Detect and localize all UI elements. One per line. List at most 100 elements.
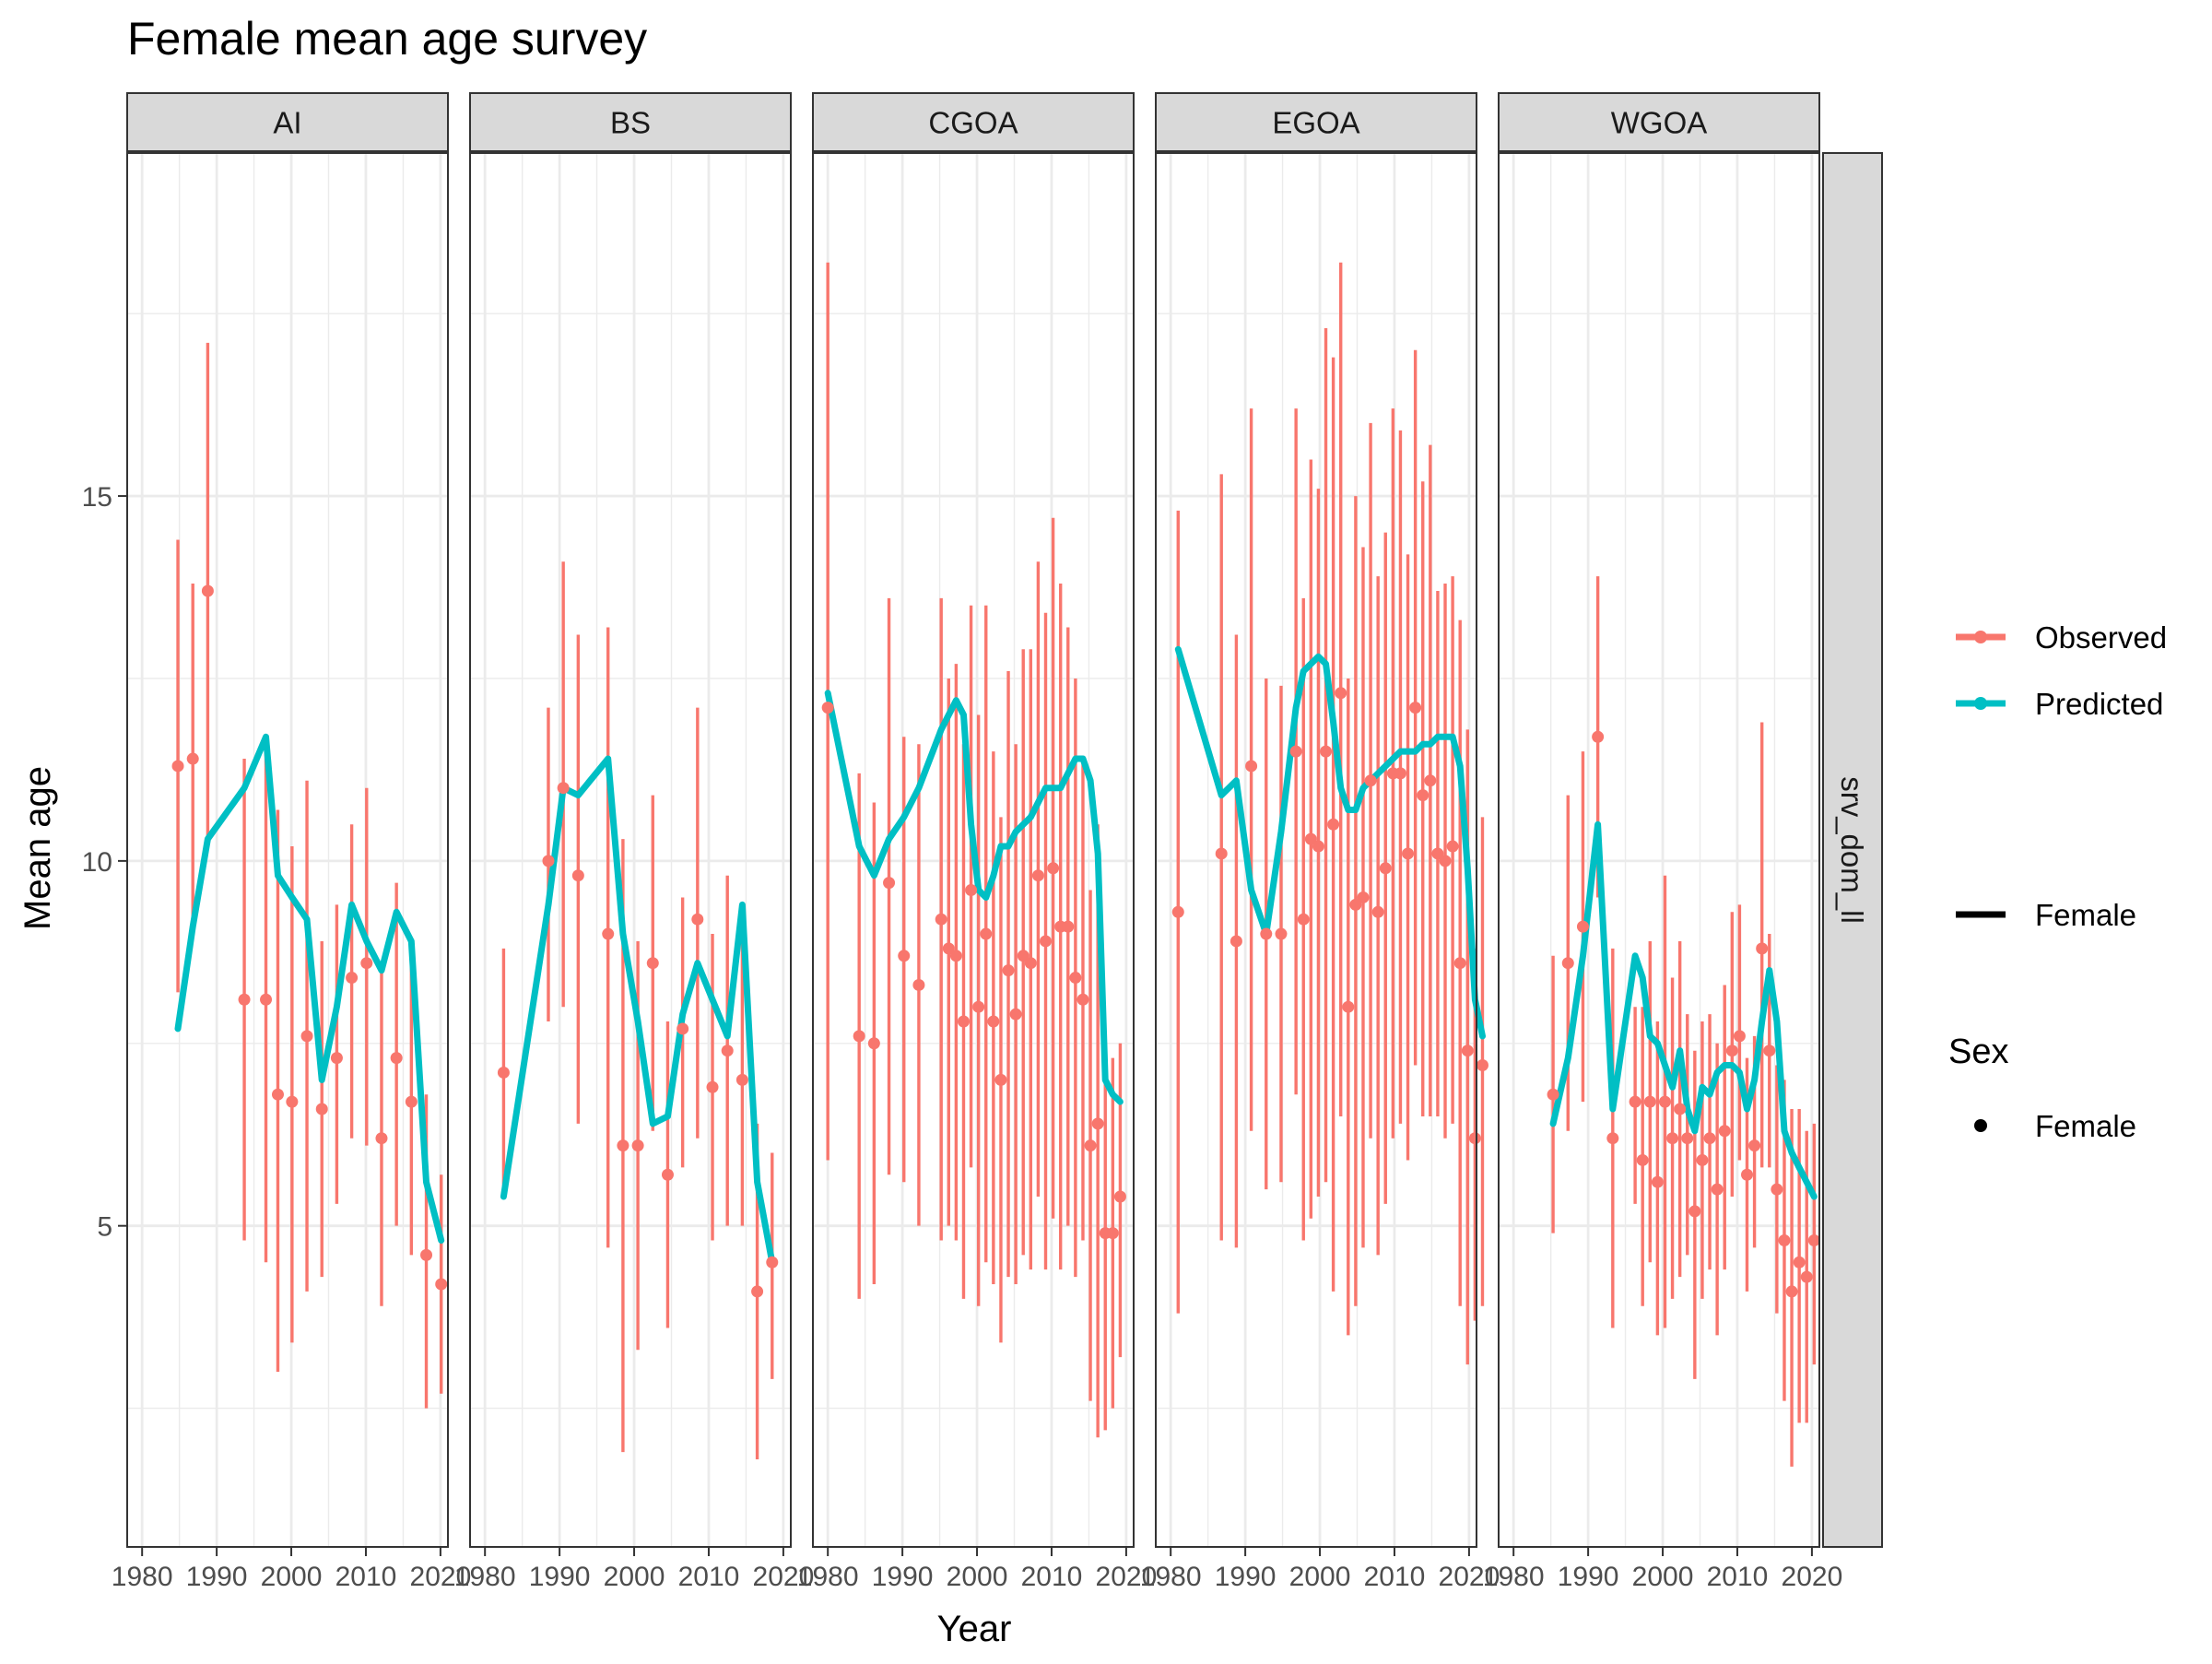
observed-point: [721, 1044, 734, 1057]
observed-point: [1606, 1132, 1619, 1145]
x-tick-label: 2010: [1364, 1562, 1426, 1592]
observed-point: [1453, 957, 1466, 970]
observed-point: [286, 1095, 299, 1108]
observed-point: [1800, 1270, 1813, 1283]
legend-shape-label: Female: [2035, 1109, 2136, 1143]
observed-point: [1017, 950, 1030, 962]
observed-point: [571, 869, 584, 882]
observed-point: [617, 1139, 629, 1152]
panel-ai: AI 1980 1990 2000 2010 2020 5 10 15: [82, 92, 471, 1592]
observed-point: [1084, 1139, 1097, 1152]
observed-point: [853, 1030, 865, 1043]
observed-point: [201, 584, 214, 597]
legend-predicted-swatch-point: [1974, 697, 1987, 710]
observed-point: [965, 884, 978, 897]
facet-strip: [469, 92, 792, 152]
observed-point: [1756, 942, 1769, 955]
observed-point: [935, 913, 947, 926]
observed-point: [346, 972, 359, 985]
right-strip-box: [1822, 152, 1883, 1548]
observed-point: [542, 855, 555, 867]
legend-shape: Sex Female: [1948, 1033, 2136, 1143]
panel-border: [1155, 152, 1477, 1548]
x-axis-label: Year: [937, 1609, 1012, 1649]
x-tick-label: 1980: [1140, 1562, 1202, 1592]
panel-background: [470, 153, 791, 1547]
panel-background: [127, 153, 448, 1547]
panel-background: [1499, 153, 1819, 1547]
observed-point: [1561, 957, 1574, 970]
legend-observed-label: Observed: [2035, 620, 2167, 655]
x-tick-label: 1980: [1483, 1562, 1545, 1592]
observed-point: [631, 1139, 644, 1152]
observed-point: [1024, 957, 1037, 970]
observed-point: [1379, 862, 1392, 875]
panel-wgoa: WGOA 1980 1990 2000 2010 2020: [1483, 92, 1842, 1592]
observed-point: [987, 1015, 1000, 1028]
observed-point: [1424, 774, 1437, 787]
observed-point: [1106, 1227, 1119, 1240]
x-tick-label: 2020: [753, 1562, 815, 1592]
observed-point: [1335, 687, 1347, 700]
x-tick-label: 2020: [1096, 1562, 1158, 1592]
x-tick-label: 2000: [1289, 1562, 1351, 1592]
panel-border: [1498, 152, 1820, 1548]
observed-point: [1394, 767, 1406, 780]
observed-point: [405, 1095, 418, 1108]
legend-predicted: Predicted: [1956, 687, 2163, 721]
x-tick-label: 2020: [1439, 1562, 1500, 1592]
observed-point: [1431, 847, 1444, 860]
observed-point: [1002, 964, 1015, 977]
observed-point: [238, 993, 251, 1006]
y-tick-label: 15: [82, 482, 112, 513]
observed-point: [435, 1278, 448, 1291]
observed-point: [1592, 730, 1605, 743]
observed-point: [1636, 1153, 1649, 1166]
x-tick-label: 1990: [872, 1562, 934, 1592]
observed-point: [315, 1103, 328, 1115]
observed-point: [1245, 760, 1258, 773]
right-strip: srv_dom_ll: [1822, 152, 1883, 1548]
panels-layer: AI 1980 1990 2000 2010 2020 5 10 15 BS 1980 1990 200…: [82, 92, 1883, 1592]
observed-point: [1047, 862, 1060, 875]
y-tick-label: 5: [97, 1212, 112, 1243]
observed-point: [1091, 1117, 1104, 1130]
observed-point: [821, 702, 834, 714]
legend-predicted-label: Predicted: [2035, 687, 2163, 721]
chart-title: Female mean age survey: [127, 13, 647, 65]
panel-border: [126, 152, 449, 1548]
observed-point: [1260, 927, 1273, 940]
observed-point: [1651, 1175, 1664, 1188]
observed-point: [602, 927, 615, 940]
observed-point: [1349, 898, 1362, 911]
observed-point: [646, 957, 659, 970]
observed-point: [1703, 1132, 1716, 1145]
x-tick-label: 2000: [604, 1562, 665, 1592]
x-tick-label: 1990: [186, 1562, 248, 1592]
observed-point: [390, 1052, 403, 1065]
observed-point: [1718, 1125, 1731, 1138]
predicted-line: [500, 755, 776, 1266]
panel-cgoa: CGOA 1980 1990 2000 2010 2020: [797, 92, 1158, 1592]
facet-label: CGOA: [928, 106, 1018, 140]
observed-point: [1320, 745, 1333, 758]
observed-point: [1643, 1095, 1656, 1108]
observed-point: [1748, 1139, 1761, 1152]
observed-point: [1681, 1132, 1694, 1145]
x-tick-label: 1990: [1215, 1562, 1277, 1592]
observed-point: [1342, 1000, 1355, 1013]
x-tick-label: 2010: [1021, 1562, 1083, 1592]
right-strip-label: srv_dom_ll: [1835, 776, 1869, 924]
observed-point: [1409, 702, 1422, 714]
observed-point: [912, 978, 925, 991]
observed-point: [1171, 905, 1184, 918]
observed-point: [300, 1030, 313, 1043]
x-tick-label: 2010: [678, 1562, 740, 1592]
facet-strip: [126, 92, 449, 152]
observed-point: [420, 1248, 433, 1261]
observed-point: [1771, 1183, 1783, 1196]
observed-point: [1785, 1285, 1798, 1298]
legend: Observed Predicted Female Sex Female: [1948, 620, 2167, 1143]
observed-point: [766, 1256, 779, 1269]
